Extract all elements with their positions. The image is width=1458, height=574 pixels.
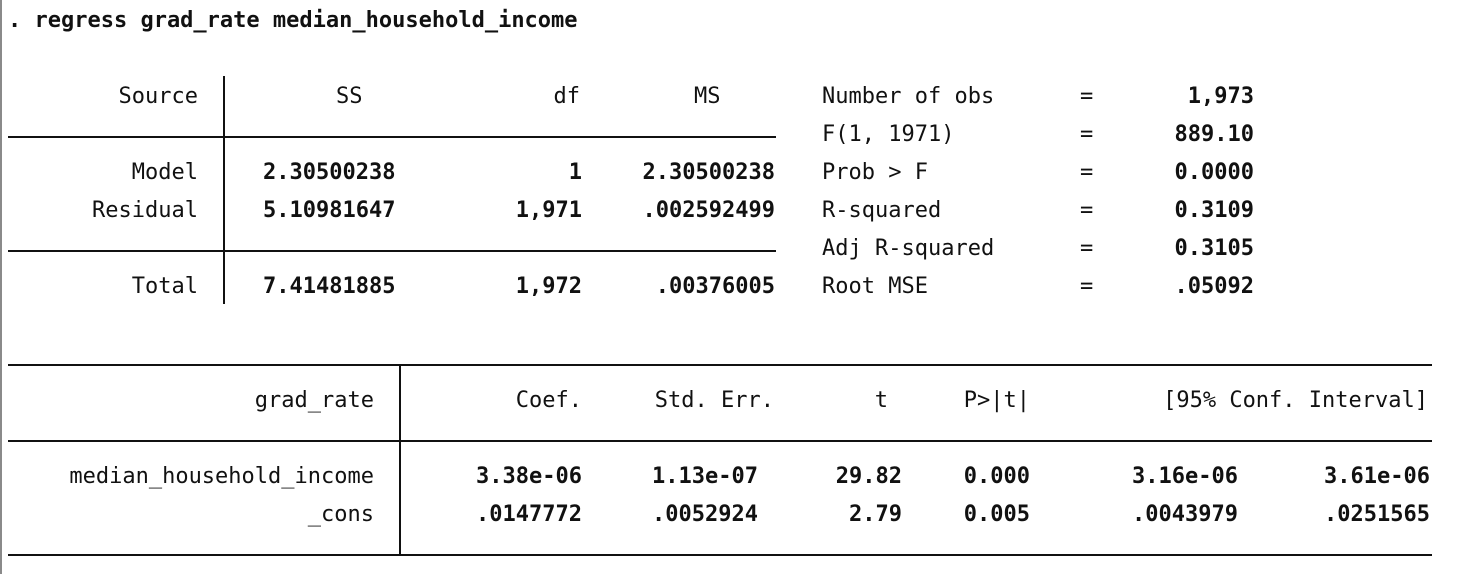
fit-stat-value: .05092 <box>1174 274 1254 299</box>
fit-stat-equals: = <box>1080 160 1094 185</box>
anova-row-df: 1 <box>568 160 582 185</box>
anova-row-source: Residual <box>92 198 198 223</box>
coef-row-ci-low: .0043979 <box>1132 502 1238 527</box>
anova-row-ss: 5.10981647 <box>263 198 396 223</box>
coef-row-t: 2.79 <box>849 502 902 527</box>
coef-row-stderr: 1.13e-07 <box>652 464 758 489</box>
fit-stat-value: 0.3105 <box>1174 236 1254 261</box>
fit-stat-label: Number of obs <box>822 84 995 109</box>
coef-row-p: 0.000 <box>963 464 1030 489</box>
coef-header-t: t <box>874 388 888 413</box>
fit-stat-equals: = <box>1080 122 1094 147</box>
coef-header-coef: Coef. <box>515 388 582 413</box>
fit-stat-label: Adj R-squared <box>822 236 995 261</box>
anova-header-ms: MS <box>694 84 721 109</box>
fit-stat-value: 0.0000 <box>1174 160 1254 185</box>
fit-stat-equals: = <box>1080 236 1094 261</box>
coef-row-stderr: .0052924 <box>652 502 758 527</box>
coef-top-rule <box>8 364 1432 366</box>
coef-row-t: 29.82 <box>835 464 902 489</box>
coef-row-ci-high: .0251565 <box>1324 502 1430 527</box>
coef-header-stderr: Std. Err. <box>654 388 774 413</box>
coef-row-ci-high: 3.61e-06 <box>1324 464 1430 489</box>
coef-vertical-rule <box>399 364 401 556</box>
fit-stat-value: 0.3109 <box>1174 198 1254 223</box>
coef-row-var: _cons <box>307 502 374 527</box>
coef-header-depvar: grad_rate <box>254 388 374 413</box>
coef-row-ci-low: 3.16e-06 <box>1132 464 1238 489</box>
window-left-border <box>0 0 2 574</box>
coef-header-rule <box>8 440 1432 442</box>
coef-header-p: P>|t| <box>963 388 1030 413</box>
coef-header-ci: [95% Conf. Interval] <box>1163 388 1428 413</box>
anova-total-rule <box>8 250 776 252</box>
fit-stat-equals: = <box>1080 274 1094 299</box>
anova-header-df: df <box>553 84 581 109</box>
anova-vertical-rule <box>223 76 225 304</box>
fit-stat-label: R-squared <box>822 198 942 223</box>
anova-row-ms: 2.30500238 <box>642 160 775 185</box>
anova-row-source: Model <box>131 160 198 185</box>
fit-stat-label: Root MSE <box>822 274 928 299</box>
coef-row-var: median_household_income <box>69 464 374 489</box>
fit-stat-value: 1,973 <box>1187 84 1254 109</box>
anova-row-ms: .002592499 <box>642 198 775 223</box>
anova-row-source: Total <box>131 274 198 299</box>
anova-row-ms: .00376005 <box>655 274 775 299</box>
coef-row-p: 0.005 <box>963 502 1030 527</box>
anova-row-ss: 2.30500238 <box>263 160 396 185</box>
fit-stat-equals: = <box>1080 198 1094 223</box>
anova-row-df: 1,971 <box>515 198 582 223</box>
fit-stat-label: Prob > F <box>822 160 928 185</box>
coef-bottom-rule <box>8 554 1432 556</box>
anova-row-ss: 7.41481885 <box>263 274 396 299</box>
fit-stat-label: F(1, 1971) <box>822 122 955 147</box>
command-line: . regress grad_rate median_household_inc… <box>8 8 578 33</box>
fit-stat-value: 889.10 <box>1174 122 1254 147</box>
coef-row-coef: 3.38e-06 <box>476 464 582 489</box>
fit-stat-equals: = <box>1080 84 1094 109</box>
anova-row-df: 1,972 <box>515 274 582 299</box>
anova-header-ss: SS <box>336 84 363 109</box>
coef-row-coef: .0147772 <box>476 502 582 527</box>
anova-header-source: Source <box>118 84 198 109</box>
anova-header-rule <box>8 136 776 138</box>
